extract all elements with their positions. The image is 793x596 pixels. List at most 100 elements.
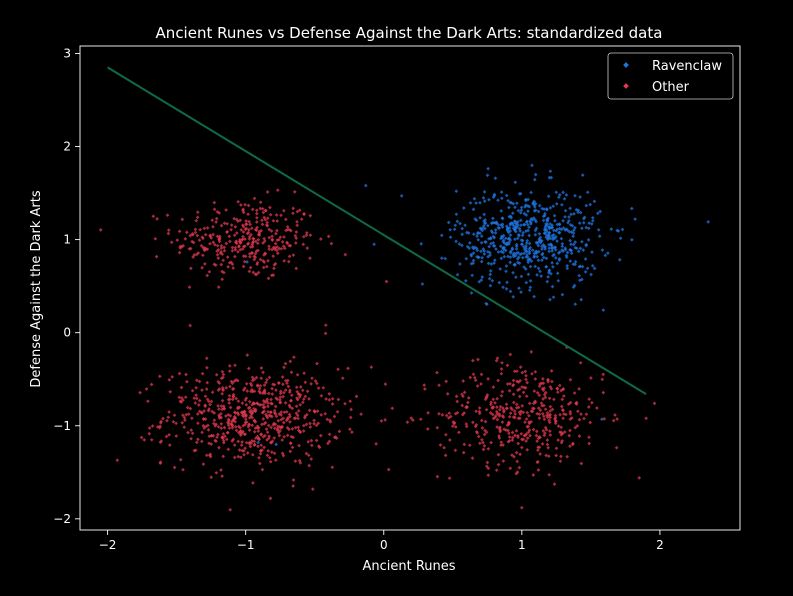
point-other [262,383,267,387]
point-other [147,426,152,430]
point-other [508,352,513,357]
point-other [540,411,545,416]
point-other [222,221,227,226]
point-ravenclaw [477,279,482,284]
point-ravenclaw [508,255,513,259]
point-other [468,375,473,380]
point-ravenclaw [520,255,525,260]
point-other [573,425,578,430]
point-other [548,409,553,413]
point-other [567,433,572,438]
point-other [214,439,218,444]
point-ravenclaw [589,272,593,277]
point-other [545,415,550,420]
point-other [308,213,313,218]
point-other [255,241,260,246]
point-other [270,247,274,252]
point-ravenclaw [548,169,553,174]
point-other [501,415,506,420]
point-ravenclaw [463,278,468,283]
point-other [202,248,207,253]
point-ravenclaw [561,190,565,195]
point-other [250,207,255,212]
point-ravenclaw [559,236,564,241]
point-ravenclaw [461,206,466,210]
point-other [241,234,245,239]
point-other [172,413,177,418]
x-tick-label: −2 [99,538,117,552]
point-ravenclaw [493,258,497,263]
point-other [336,367,340,372]
point-other [302,212,306,217]
point-other [260,218,264,223]
point-other [219,262,224,267]
point-other [252,257,257,262]
x-tick-label: 2 [656,538,664,552]
point-other [282,410,287,415]
point-other [257,461,262,466]
point-ravenclaw [555,271,560,276]
point-other [435,425,440,430]
point-ravenclaw [486,261,491,266]
point-other [500,360,504,365]
point-other [238,247,243,252]
point-other [466,400,470,405]
point-other [272,266,276,271]
point-ravenclaw [489,262,494,266]
point-other [287,427,291,432]
point-ravenclaw [399,194,404,198]
point-ravenclaw [479,278,484,282]
point-ravenclaw [469,291,474,295]
point-other [276,418,281,423]
point-other [210,218,215,223]
point-other [139,435,144,440]
point-other [295,396,299,400]
point-other [185,379,189,384]
point-other [455,399,460,404]
point-other [250,411,255,416]
point-other [520,404,525,408]
point-other [178,244,183,249]
point-other [205,365,209,370]
point-other [350,430,354,434]
point-other [257,386,262,391]
point-other [508,381,512,386]
point-other [513,412,518,416]
point-other [181,413,185,418]
point-ravenclaw [474,201,478,205]
point-ravenclaw [514,275,518,280]
point-ravenclaw [517,286,521,291]
point-other [518,452,522,457]
point-other [348,399,353,404]
point-other [281,416,286,421]
point-other [183,395,188,400]
point-ravenclaw [453,223,458,228]
point-other [521,390,526,395]
point-other [326,234,331,239]
point-other [301,242,306,247]
point-other [252,418,257,423]
point-ravenclaw [502,254,507,259]
point-other [343,401,347,406]
point-other [194,393,198,397]
point-other [168,389,173,394]
point-other [234,428,239,433]
point-other [262,409,267,413]
point-other [494,468,499,473]
point-other [221,436,225,441]
point-other [249,408,253,413]
point-ravenclaw [550,284,555,289]
point-other [543,390,548,395]
point-ravenclaw [496,198,500,203]
point-other [443,453,448,458]
point-other [523,369,528,374]
point-other [287,412,292,417]
point-other [285,381,289,386]
point-other [224,241,229,246]
point-ravenclaw [443,256,448,261]
point-ravenclaw [511,270,515,275]
point-ravenclaw [554,202,559,206]
point-other [379,419,384,423]
point-ravenclaw [486,249,490,254]
point-ravenclaw [526,258,530,262]
